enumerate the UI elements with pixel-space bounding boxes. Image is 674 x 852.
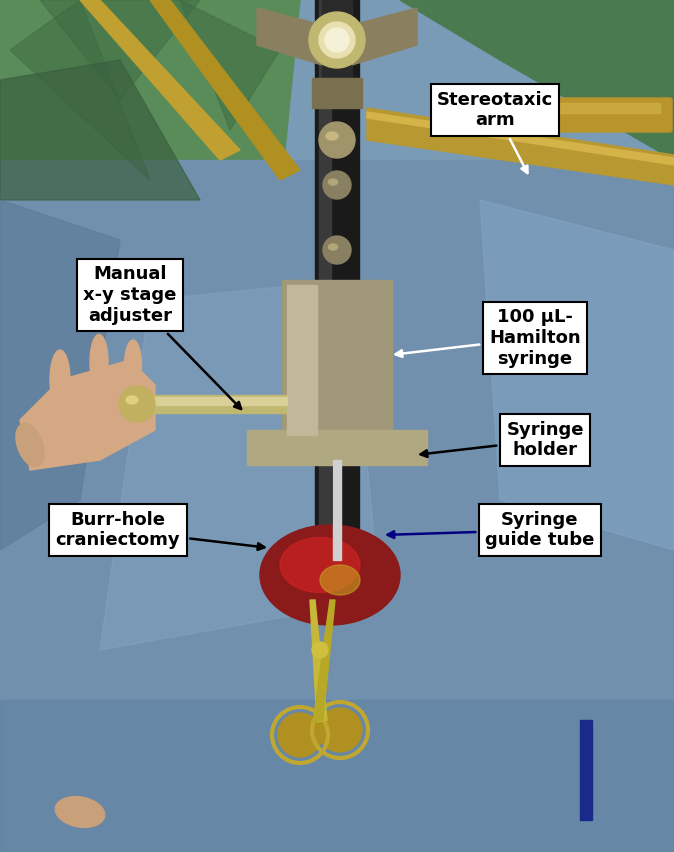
- Circle shape: [278, 713, 322, 757]
- Text: Manual
x-y stage
adjuster: Manual x-y stage adjuster: [84, 265, 241, 409]
- Text: Burr-hole
craniectomy: Burr-hole craniectomy: [56, 510, 264, 550]
- Polygon shape: [310, 600, 327, 722]
- Ellipse shape: [328, 244, 338, 250]
- Bar: [322, 0, 352, 80]
- Bar: [312, 78, 362, 108]
- Ellipse shape: [326, 132, 338, 140]
- Text: 100 μL-
Hamilton
syringe: 100 μL- Hamilton syringe: [396, 308, 581, 368]
- Polygon shape: [400, 0, 674, 160]
- Circle shape: [318, 708, 362, 752]
- Polygon shape: [480, 200, 674, 550]
- Ellipse shape: [55, 797, 104, 827]
- Ellipse shape: [125, 340, 142, 390]
- Polygon shape: [180, 0, 280, 130]
- Ellipse shape: [328, 179, 338, 185]
- Bar: [319, 0, 331, 600]
- Polygon shape: [10, 0, 150, 180]
- Bar: [287, 285, 317, 435]
- Bar: [333, 460, 341, 560]
- Ellipse shape: [16, 423, 44, 467]
- Circle shape: [323, 236, 351, 264]
- Circle shape: [319, 22, 355, 58]
- Circle shape: [323, 171, 351, 199]
- Polygon shape: [100, 280, 380, 650]
- FancyBboxPatch shape: [488, 98, 672, 132]
- Polygon shape: [257, 8, 322, 65]
- Text: Syringe
holder: Syringe holder: [421, 421, 584, 459]
- Circle shape: [312, 642, 328, 658]
- Ellipse shape: [260, 525, 400, 625]
- Polygon shape: [40, 0, 200, 100]
- Ellipse shape: [126, 396, 138, 404]
- Polygon shape: [367, 112, 674, 165]
- Ellipse shape: [320, 565, 360, 595]
- Polygon shape: [20, 360, 155, 470]
- Polygon shape: [352, 8, 417, 65]
- Bar: [0, 160, 674, 852]
- Polygon shape: [0, 60, 200, 200]
- Polygon shape: [0, 0, 300, 200]
- Circle shape: [309, 12, 365, 68]
- Polygon shape: [313, 600, 335, 722]
- Polygon shape: [80, 0, 240, 160]
- Polygon shape: [150, 0, 300, 180]
- Circle shape: [319, 122, 355, 158]
- Text: Stereotaxic
arm: Stereotaxic arm: [437, 90, 553, 173]
- Bar: [0, 700, 674, 852]
- Bar: [137, 395, 292, 413]
- Ellipse shape: [90, 335, 108, 389]
- Ellipse shape: [50, 350, 70, 410]
- Polygon shape: [0, 200, 120, 550]
- Circle shape: [119, 386, 155, 422]
- Bar: [142, 397, 287, 405]
- Bar: [247, 430, 427, 465]
- Bar: [580, 720, 592, 820]
- Bar: [500, 103, 660, 113]
- Ellipse shape: [280, 538, 360, 592]
- Text: Syringe
guide tube: Syringe guide tube: [388, 510, 594, 550]
- Bar: [282, 280, 392, 440]
- Bar: [315, 0, 359, 600]
- Polygon shape: [367, 108, 674, 185]
- Circle shape: [325, 28, 349, 52]
